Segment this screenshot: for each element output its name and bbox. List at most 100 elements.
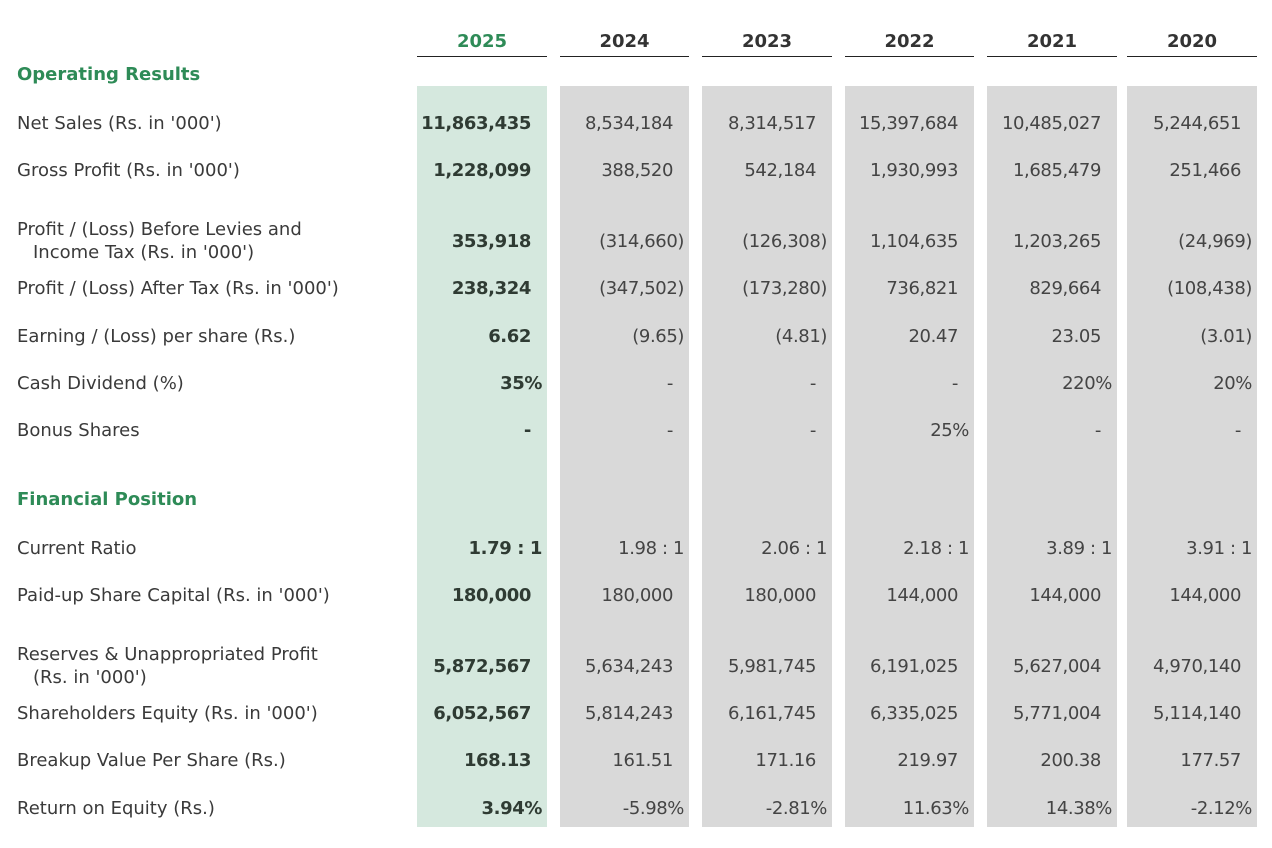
- value-cell-2023: (173,280): [742, 278, 827, 299]
- row-label-text: Current Ratio: [17, 538, 137, 559]
- year-header: 2025: [417, 30, 547, 57]
- row-label: Profit / (Loss) After Tax (Rs. in '000'): [17, 277, 339, 300]
- value-cell-2021: -: [1094, 420, 1102, 441]
- value-cell-2021: 1,685,479: [1012, 160, 1101, 181]
- value-cell-2020: 5,114,140: [1152, 703, 1241, 724]
- value-cell-2021: 3.89 : 1: [1046, 538, 1112, 559]
- value-cell-2025: 1,228,099: [433, 160, 531, 181]
- year-header: 2020: [1127, 30, 1257, 57]
- row-label-text: Shareholders Equity (Rs. in '000'): [17, 703, 318, 724]
- value-cell-2022: 1,930,993: [869, 160, 958, 181]
- value-cell-2024: -: [666, 373, 674, 394]
- value-cell-2025: 238,324: [451, 278, 532, 299]
- value-cell-2024: (314,660): [599, 231, 684, 252]
- value-cell-2020: (3.01): [1200, 326, 1252, 347]
- row-label: Net Sales (Rs. in '000'): [17, 112, 222, 135]
- value-cell-2023: 180,000: [744, 585, 816, 606]
- value-cell-2020: (108,438): [1167, 278, 1252, 299]
- row-label-text: Bonus Shares: [17, 420, 140, 441]
- value-cell-2024: -: [666, 420, 674, 441]
- value-cell-2021: 10,485,027: [1001, 113, 1101, 134]
- year-column-background: [560, 86, 689, 827]
- value-cell-2025: 1.79 : 1: [468, 538, 543, 559]
- row-label: Gross Profit (Rs. in '000'): [17, 159, 240, 182]
- value-cell-2025: 6,052,567: [433, 703, 531, 724]
- value-cell-2025: 35%: [500, 373, 542, 394]
- value-cell-2022: 1,104,635: [869, 231, 958, 252]
- value-cell-2024: 8,534,184: [584, 113, 673, 134]
- row-label: Current Ratio: [17, 537, 137, 560]
- row-label-text: Reserves & Unappropriated Profit: [17, 644, 318, 665]
- row-label: Breakup Value Per Share (Rs.): [17, 749, 286, 772]
- value-cell-2025: 180,000: [451, 585, 532, 606]
- value-cell-2025: 353,918: [451, 231, 532, 252]
- value-cell-2024: 5,634,243: [584, 656, 673, 677]
- value-cell-2022: -: [951, 373, 959, 394]
- value-cell-2024: 5,814,243: [584, 703, 673, 724]
- row-label-text: Cash Dividend (%): [17, 373, 184, 394]
- value-cell-2020: -: [1234, 420, 1242, 441]
- value-cell-2023: 542,184: [744, 160, 816, 181]
- value-cell-2020: (24,969): [1178, 231, 1252, 252]
- year-column-background: [1127, 86, 1257, 827]
- value-cell-2023: -: [809, 420, 817, 441]
- value-cell-2021: 5,771,004: [1012, 703, 1101, 724]
- value-cell-2025: 6.62: [488, 326, 531, 347]
- row-label-text: Breakup Value Per Share (Rs.): [17, 750, 286, 771]
- value-cell-2024: 161.51: [612, 750, 673, 771]
- row-label-text: Return on Equity (Rs.): [17, 798, 215, 819]
- value-cell-2025: 11,863,435: [421, 113, 531, 134]
- value-cell-2020: 4,970,140: [1152, 656, 1241, 677]
- value-cell-2020: 5,244,651: [1152, 113, 1241, 134]
- value-cell-2023: 2.06 : 1: [761, 538, 827, 559]
- value-cell-2021: 14.38%: [1045, 798, 1113, 819]
- row-label-text: Gross Profit (Rs. in '000'): [17, 160, 240, 181]
- value-cell-2022: 736,821: [886, 278, 958, 299]
- year-column-background: [417, 86, 547, 827]
- value-cell-2025: 168.13: [463, 750, 531, 771]
- year-column-background: [987, 86, 1117, 827]
- value-cell-2021: 5,627,004: [1012, 656, 1101, 677]
- value-cell-2021: 23.05: [1051, 326, 1101, 347]
- value-cell-2023: 5,981,745: [727, 656, 816, 677]
- value-cell-2021: 220%: [1062, 373, 1112, 394]
- value-cell-2024: -5.98%: [622, 798, 685, 819]
- value-cell-2024: 388,520: [601, 160, 673, 181]
- value-cell-2024: 1.98 : 1: [618, 538, 684, 559]
- year-header: 2024: [560, 30, 689, 57]
- value-cell-2022: 144,000: [886, 585, 958, 606]
- value-cell-2021: 200.38: [1040, 750, 1101, 771]
- row-label-text: Profit / (Loss) After Tax (Rs. in '000'): [17, 278, 339, 299]
- row-label: Bonus Shares: [17, 419, 140, 442]
- row-label: Paid-up Share Capital (Rs. in '000'): [17, 584, 330, 607]
- row-label: Return on Equity (Rs.): [17, 797, 215, 820]
- row-label-continuation: (Rs. in '000'): [33, 667, 147, 688]
- value-cell-2022: 25%: [930, 420, 969, 441]
- value-cell-2021: 1,203,265: [1012, 231, 1101, 252]
- value-cell-2025: 5,872,567: [433, 656, 531, 677]
- value-cell-2020: 20%: [1213, 373, 1252, 394]
- value-cell-2023: 171.16: [755, 750, 816, 771]
- row-label: Shareholders Equity (Rs. in '000'): [17, 702, 318, 725]
- row-label: Profit / (Loss) Before Levies and Income …: [17, 218, 302, 264]
- value-cell-2022: 219.97: [897, 750, 958, 771]
- value-cell-2023: (4.81): [775, 326, 827, 347]
- section-heading-operating: Operating Results: [17, 64, 201, 85]
- value-cell-2020: 144,000: [1169, 585, 1241, 606]
- value-cell-2022: 15,397,684: [858, 113, 958, 134]
- value-cell-2022: 11.63%: [902, 798, 970, 819]
- year-column-background: [702, 86, 832, 827]
- value-cell-2024: 180,000: [601, 585, 673, 606]
- value-cell-2021: 144,000: [1029, 585, 1101, 606]
- value-cell-2023: 8,314,517: [727, 113, 816, 134]
- value-cell-2020: 3.91 : 1: [1186, 538, 1252, 559]
- row-label-text: Net Sales (Rs. in '000'): [17, 113, 222, 134]
- section-heading-financial: Financial Position: [17, 489, 198, 510]
- value-cell-2020: 251,466: [1169, 160, 1241, 181]
- year-header: 2023: [702, 30, 832, 57]
- row-label-continuation: Income Tax (Rs. in '000'): [33, 242, 255, 263]
- row-label-text: Earning / (Loss) per share (Rs.): [17, 326, 296, 347]
- value-cell-2020: 177.57: [1180, 750, 1241, 771]
- value-cell-2022: 2.18 : 1: [903, 538, 969, 559]
- value-cell-2024: (347,502): [599, 278, 684, 299]
